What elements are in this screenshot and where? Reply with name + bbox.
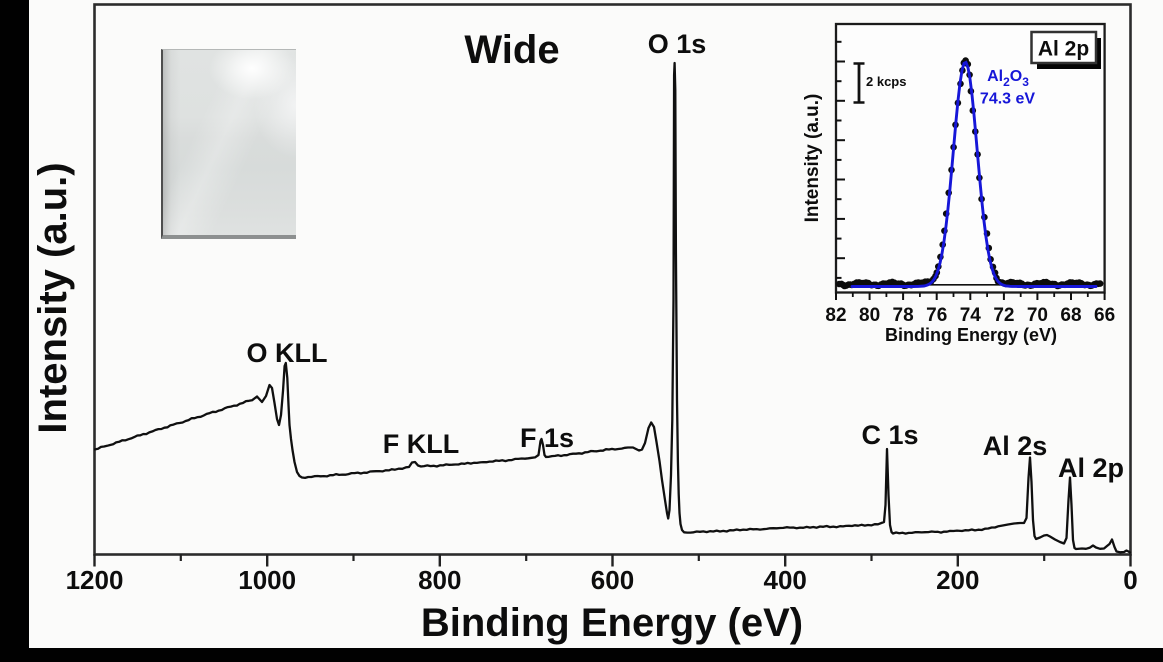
- svg-text:74: 74: [960, 305, 982, 326]
- svg-text:F 1s: F 1s: [520, 423, 574, 453]
- svg-text:66: 66: [1094, 305, 1115, 326]
- svg-text:68: 68: [1060, 305, 1081, 326]
- svg-text:Intensity (a.u.): Intensity (a.u.): [802, 94, 823, 223]
- svg-text:O 1s: O 1s: [648, 29, 707, 59]
- svg-text:O KLL: O KLL: [247, 338, 328, 368]
- svg-text:Intensity (a.u.): Intensity (a.u.): [31, 162, 75, 433]
- svg-text:Binding Energy (eV): Binding Energy (eV): [421, 601, 803, 645]
- svg-text:Binding Energy (eV): Binding Energy (eV): [885, 325, 1057, 345]
- svg-text:1200: 1200: [66, 565, 124, 595]
- svg-text:72: 72: [993, 305, 1014, 326]
- svg-text:C 1s: C 1s: [861, 420, 918, 450]
- svg-text:76: 76: [926, 305, 947, 326]
- svg-text:2 kcps: 2 kcps: [866, 74, 906, 89]
- svg-text:0: 0: [1123, 565, 1137, 595]
- svg-text:600: 600: [591, 565, 634, 595]
- svg-text:80: 80: [859, 305, 880, 326]
- svg-text:Al 2p: Al 2p: [1038, 38, 1089, 61]
- svg-text:78: 78: [893, 305, 914, 326]
- svg-text:200: 200: [936, 565, 979, 595]
- svg-text:Al2O3: Al2O3: [987, 68, 1029, 89]
- svg-text:70: 70: [1027, 305, 1048, 326]
- svg-text:800: 800: [418, 565, 461, 595]
- svg-text:Al 2s: Al 2s: [983, 431, 1048, 461]
- svg-text:Al 2p: Al 2p: [1058, 453, 1124, 483]
- svg-text:400: 400: [764, 565, 807, 595]
- svg-text:1000: 1000: [238, 565, 296, 595]
- svg-text:F KLL: F KLL: [383, 429, 459, 459]
- svg-text:Wide: Wide: [464, 28, 559, 72]
- svg-text:82: 82: [825, 305, 846, 326]
- svg-text:74.3 eV: 74.3 eV: [980, 91, 1035, 108]
